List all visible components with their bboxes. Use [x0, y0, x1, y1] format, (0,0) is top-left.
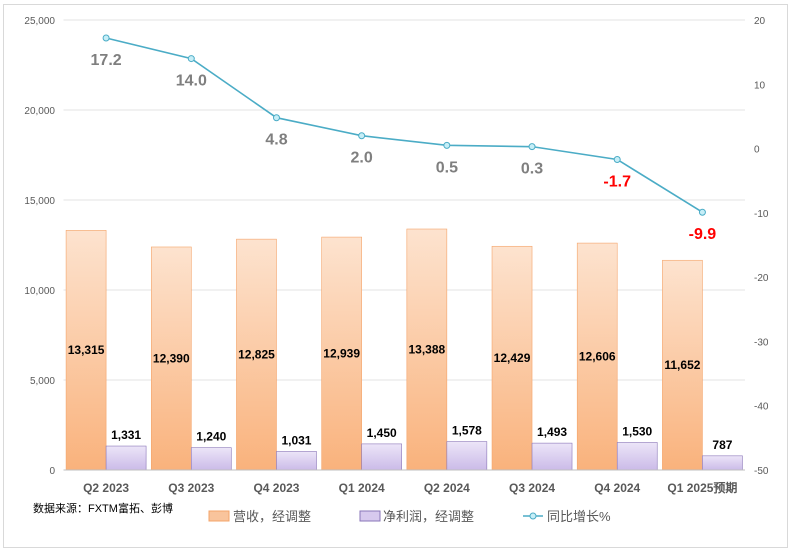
legend-revenue-swatch: [208, 510, 230, 522]
right-axis-tick: -30: [754, 337, 769, 348]
yoy-growth-label: -1.7: [603, 174, 631, 191]
left-axis-tick: 20,000: [24, 106, 55, 117]
net-profit-bar-label: 1,530: [622, 424, 652, 438]
right-axis-tick: -20: [754, 273, 769, 284]
left-axis-tick: 5,000: [30, 376, 55, 387]
right-axis-tick: -50: [754, 466, 769, 477]
left-axis-tick: 15,000: [24, 196, 55, 207]
revenue-bar-label: 12,939: [323, 347, 360, 361]
revenue-bar-label: 12,390: [153, 351, 190, 365]
net-profit-bar: [190, 447, 232, 471]
net-profit-bar-label: 1,578: [452, 424, 482, 438]
left-axis-tick: 10,000: [24, 286, 55, 297]
revenue-bar: [65, 230, 107, 471]
yoy-growth-point: [358, 132, 366, 140]
left-axis-tick: 25,000: [24, 16, 55, 27]
net-profit-bar: [361, 443, 402, 471]
yoy-growth-label: 14.0: [176, 73, 207, 90]
category-label: Q2 2023: [83, 481, 129, 495]
chart-frame: [3, 4, 788, 548]
net-profit-bar-label: 787: [712, 438, 732, 452]
yoy-growth-label: -9.9: [689, 226, 717, 243]
legend-revenue-label: 营收，经调整: [233, 509, 311, 524]
yoy-growth-point: [187, 55, 195, 63]
legend-net-profit-label: 净利润，经调整: [383, 509, 474, 524]
revenue-bar-label: 12,606: [579, 350, 616, 364]
yoy-growth-label: 4.8: [265, 132, 287, 149]
revenue-bar: [576, 242, 618, 471]
revenue-bar-label: 13,315: [68, 343, 105, 357]
revenue-bar-label: 11,652: [664, 358, 700, 372]
yoy-growth-point: [613, 156, 621, 163]
revenue-bar: [236, 238, 277, 471]
yoy-growth-point: [102, 34, 110, 42]
yoy-growth-label: 0.5: [436, 159, 458, 176]
legend-yoy-marker: [529, 512, 537, 520]
revenue-bar-label: 13,388: [408, 343, 445, 357]
right-axis-tick: -40: [754, 402, 769, 413]
left-axis-tick: 0: [49, 466, 55, 477]
category-label: Q3 2024: [509, 481, 555, 495]
net-profit-bar-label: 1,031: [281, 433, 311, 447]
revenue-bar: [491, 245, 533, 471]
net-profit-bar: [276, 451, 317, 471]
revenue-bar-label: 12,825: [238, 348, 275, 362]
category-label: Q1 2024: [339, 481, 385, 495]
net-profit-bar: [616, 442, 658, 471]
category-label: Q3 2023: [168, 481, 214, 495]
net-profit-bar: [702, 455, 743, 471]
legend-net-profit-swatch: [359, 510, 381, 522]
category-label: Q2 2024: [424, 481, 470, 495]
net-profit-bar: [105, 445, 147, 471]
yoy-growth-label: 2.0: [351, 150, 373, 167]
yoy-growth-label: 17.2: [91, 52, 122, 69]
legend-yoy-label: 同比增长%: [547, 509, 611, 524]
net-profit-bar: [446, 441, 488, 471]
revenue-bar: [662, 259, 703, 471]
net-profit-bar: [531, 442, 573, 471]
yoy-growth-point: [443, 141, 451, 149]
yoy-growth-point: [698, 208, 706, 216]
category-label: Q4 2023: [253, 481, 299, 495]
category-label: Q1 2025预期: [667, 480, 737, 495]
yoy-growth-label: 0.3: [521, 161, 543, 178]
net-profit-bar-label: 1,450: [367, 426, 397, 440]
yoy-growth-point: [528, 143, 536, 151]
net-profit-bar-label: 1,493: [537, 425, 567, 439]
right-axis-tick: 20: [754, 16, 766, 27]
net-profit-bar-label: 1,240: [196, 430, 226, 444]
net-profit-bar-label: 1,331: [111, 428, 141, 442]
category-label: Q4 2024: [594, 481, 640, 495]
revenue-bar-label: 12,429: [494, 351, 531, 365]
right-axis-tick: 0: [754, 145, 760, 156]
right-axis-tick: 10: [754, 80, 766, 91]
yoy-growth-line: [105, 37, 703, 213]
right-axis-tick: -10: [754, 209, 769, 220]
revenue-bar: [150, 246, 192, 471]
source-note: 数据来源：FXTM富拓、彭博: [33, 501, 173, 515]
yoy-growth-point: [272, 114, 280, 122]
